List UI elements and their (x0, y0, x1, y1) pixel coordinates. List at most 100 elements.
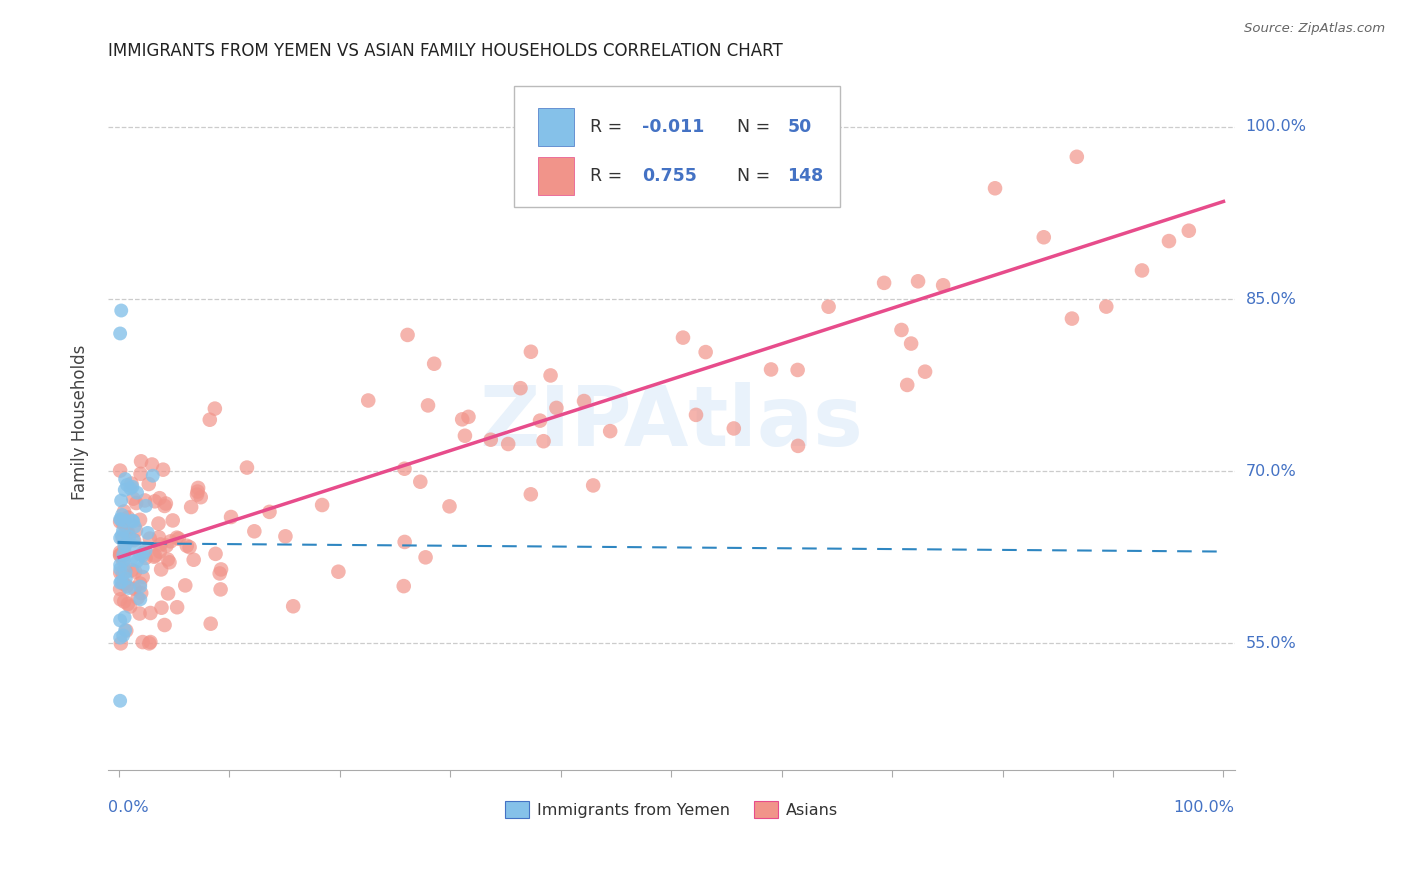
Point (149, 544, 172, 558)
Point (139, 606, 162, 620)
Point (112, 546, 135, 560)
Point (112, 594, 135, 608)
Point (108, 515, 131, 529)
Point (110, 566, 132, 580)
Point (152, 463, 174, 477)
Point (546, 401, 568, 415)
Point (108, 631, 131, 645)
Point (1130, 263, 1153, 277)
Point (198, 413, 221, 427)
Point (122, 533, 145, 548)
Point (176, 539, 198, 553)
Point (112, 524, 135, 538)
Point (394, 461, 416, 475)
Point (394, 535, 416, 549)
Point (136, 525, 159, 540)
Point (243, 524, 266, 539)
Point (155, 497, 177, 511)
Point (520, 344, 543, 359)
Point (572, 394, 595, 409)
Point (156, 552, 179, 566)
Point (582, 478, 605, 492)
Point (115, 524, 138, 539)
Point (135, 499, 157, 513)
Point (415, 550, 437, 565)
Point (110, 493, 132, 508)
Text: 55.0%: 55.0% (1246, 636, 1296, 651)
Point (108, 512, 131, 526)
Point (153, 499, 176, 513)
Point (204, 547, 226, 561)
Point (219, 510, 242, 524)
Point (685, 408, 707, 422)
Text: IMMIGRANTS FROM YEMEN VS ASIAN FAMILY HOUSEHOLDS CORRELATION CHART: IMMIGRANTS FROM YEMEN VS ASIAN FAMILY HO… (108, 42, 783, 60)
Point (1066, 150, 1088, 164)
Point (117, 597, 139, 611)
Text: 148: 148 (787, 167, 824, 185)
Point (117, 525, 139, 540)
Point (533, 434, 555, 449)
Point (112, 516, 135, 530)
Point (124, 565, 146, 579)
Point (204, 401, 226, 416)
Point (121, 514, 143, 528)
Point (108, 614, 131, 628)
Point (134, 493, 156, 508)
Point (454, 428, 477, 442)
Point (114, 624, 136, 638)
Point (695, 345, 717, 359)
Point (114, 483, 136, 497)
Point (900, 336, 922, 351)
Point (108, 464, 131, 478)
Point (283, 599, 305, 614)
Point (108, 545, 131, 559)
Point (112, 576, 135, 591)
Point (873, 276, 896, 290)
Point (129, 467, 152, 481)
Point (115, 624, 138, 638)
Point (129, 454, 152, 468)
Point (599, 424, 621, 438)
Point (932, 278, 955, 293)
Point (120, 553, 142, 567)
Point (110, 512, 132, 526)
Point (112, 504, 135, 518)
Point (129, 580, 152, 594)
Point (787, 439, 810, 453)
Point (115, 572, 138, 586)
Point (114, 472, 136, 486)
Point (108, 562, 131, 576)
Point (112, 553, 135, 567)
Text: ZIPAtlas: ZIPAtlas (479, 382, 863, 463)
Point (114, 610, 136, 624)
Point (115, 579, 138, 593)
Point (457, 409, 479, 424)
Point (108, 694, 131, 708)
Point (186, 487, 208, 501)
Point (112, 539, 135, 553)
Point (127, 591, 149, 605)
Point (166, 531, 188, 545)
Point (132, 545, 155, 559)
Point (155, 539, 177, 553)
Text: R =: R = (591, 119, 628, 136)
Point (159, 534, 181, 549)
Point (111, 532, 134, 546)
Point (1178, 224, 1201, 238)
Point (110, 303, 132, 318)
Point (520, 487, 543, 501)
Point (114, 565, 136, 579)
Point (392, 579, 415, 593)
Point (111, 508, 134, 522)
Point (162, 513, 184, 527)
Text: 70.0%: 70.0% (1246, 464, 1296, 479)
Point (108, 531, 131, 545)
Point (131, 549, 153, 563)
Point (509, 381, 531, 395)
Point (187, 484, 209, 499)
Point (108, 582, 131, 596)
Point (125, 496, 148, 510)
Point (112, 543, 135, 558)
Text: R =: R = (591, 167, 628, 185)
Point (111, 554, 134, 568)
